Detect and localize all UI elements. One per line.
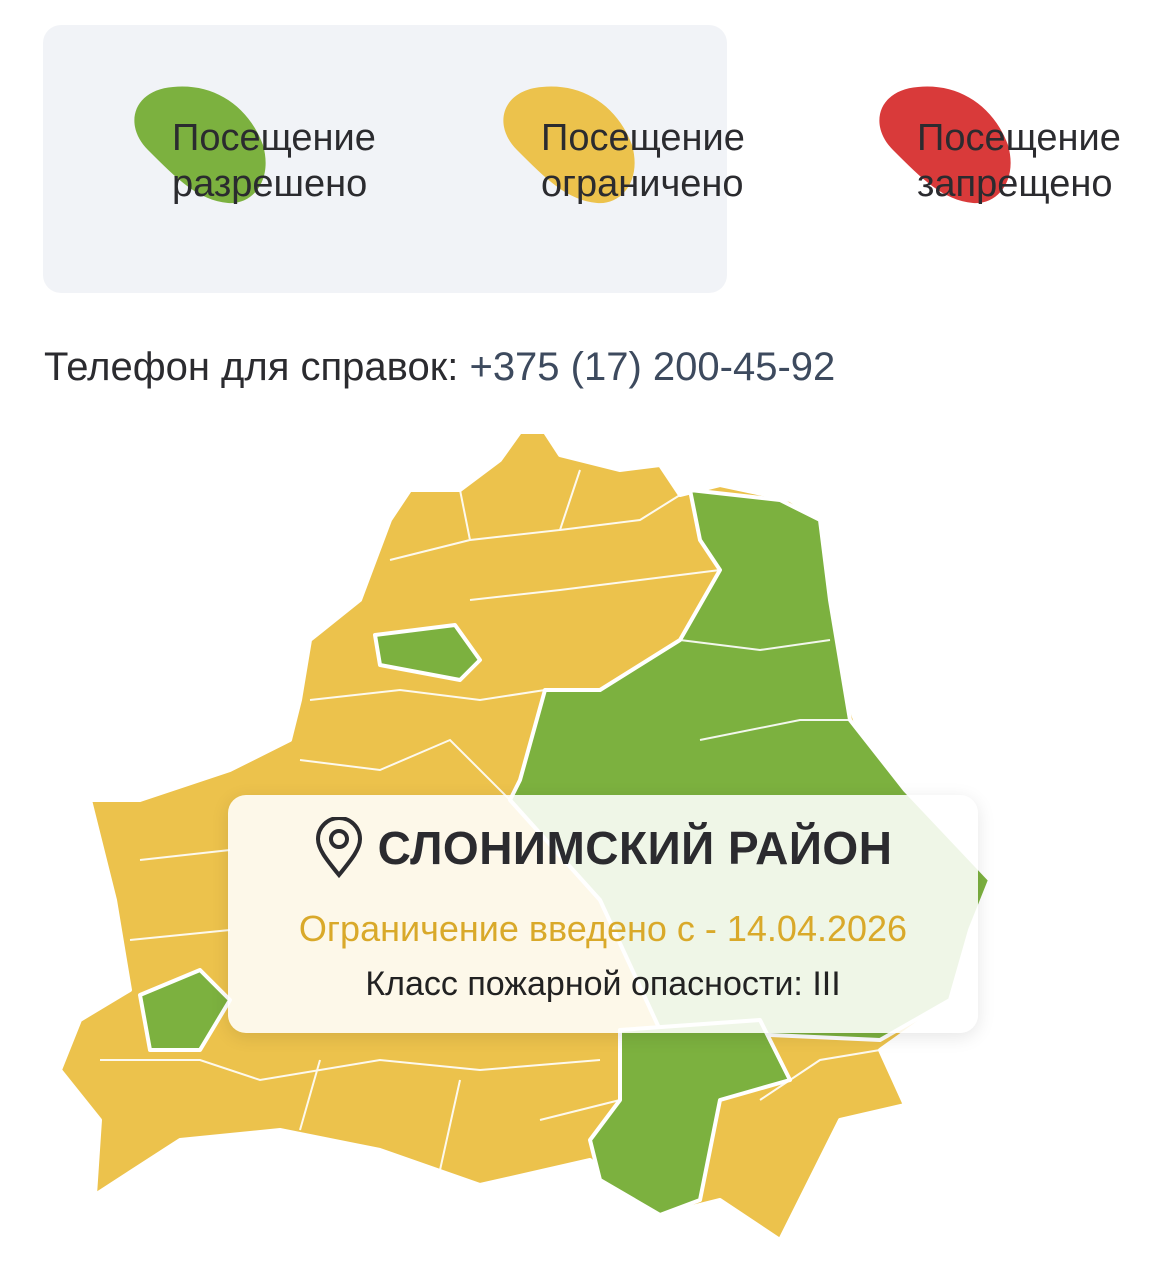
restriction-date: Ограничение введено с - 14.04.2026 bbox=[298, 908, 908, 949]
district-info-card: СЛОНИМСКИЙ РАЙОН Ограничение введено с -… bbox=[228, 795, 978, 1033]
legend-label: Посещение ограничено bbox=[541, 117, 745, 205]
district-title: СЛОНИМСКИЙ РАЙОН bbox=[228, 817, 978, 879]
contact-row: Телефон для справок: +375 (17) 200-45-92 bbox=[44, 345, 835, 390]
legend-label: Посещение запрещено bbox=[917, 117, 1121, 205]
legend-label: Посещение разрешено bbox=[172, 117, 376, 205]
map-region-allowed-west[interactable] bbox=[373, 623, 482, 682]
red-blob-icon bbox=[879, 86, 1011, 204]
phone-link[interactable]: +375 (17) 200-45-92 bbox=[469, 345, 836, 389]
fire-danger-class: Класс пожарной опасности: III bbox=[365, 965, 841, 1003]
yellow-blob-icon bbox=[503, 86, 635, 204]
district-borders bbox=[100, 469, 881, 1171]
map-pin-icon bbox=[315, 817, 362, 879]
map-region-allowed-south[interactable] bbox=[588, 1018, 792, 1217]
district-name: СЛОНИМСКИЙ РАЙОН bbox=[377, 822, 893, 874]
phone-label: Телефон для справок: bbox=[44, 345, 459, 389]
green-blob-icon bbox=[134, 86, 266, 204]
map-region-allowed-southwest[interactable] bbox=[138, 968, 232, 1052]
